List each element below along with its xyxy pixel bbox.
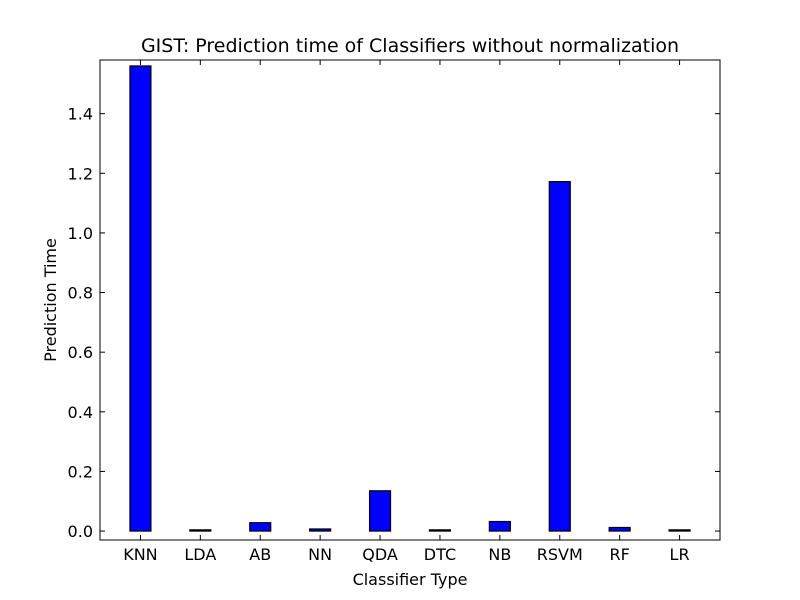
- bar-rsvm: [548, 181, 571, 532]
- y-axis-label: Prediction Time: [41, 238, 60, 362]
- bar-lr: [668, 529, 691, 532]
- x-tick-label: LDA: [184, 545, 216, 564]
- x-axis-label: Classifier Type: [353, 570, 468, 589]
- x-tick-label: NB: [488, 545, 511, 564]
- y-tick-label: 1.4: [68, 105, 93, 124]
- y-tick-label: 0.0: [68, 522, 93, 541]
- y-tick-label: 0.2: [68, 462, 93, 481]
- x-tick-label: LR: [670, 545, 690, 564]
- y-tick-label: 1.0: [68, 224, 93, 243]
- x-tick-label: DTC: [424, 545, 456, 564]
- x-tick-label: KNN: [123, 545, 157, 564]
- y-tick-label: 1.2: [68, 164, 93, 183]
- ticks-group: KNN LDA AB NN QDA DTC NB RSVM RF LR 0.0 0.2 0.4 0.6 0.…: [68, 60, 720, 564]
- bar-ab: [249, 522, 272, 532]
- bars-group: [129, 65, 691, 532]
- x-tick-label: QDA: [362, 545, 398, 564]
- bar-nb: [488, 520, 511, 532]
- y-tick-label: 0.8: [68, 284, 93, 303]
- y-tick-label: 0.6: [68, 343, 93, 362]
- bar-lda: [189, 529, 212, 532]
- y-tick-label: 0.4: [68, 403, 93, 422]
- plot-frame: [99, 59, 721, 541]
- bar-knn: [129, 65, 152, 532]
- x-tick-label: RF: [609, 545, 629, 564]
- bar-nn: [309, 528, 332, 532]
- bar-rf: [608, 526, 631, 532]
- x-tick-label: NN: [308, 545, 332, 564]
- bar-qda: [368, 490, 392, 532]
- x-tick-label: AB: [249, 545, 271, 564]
- x-tick-label: RSVM: [537, 545, 583, 564]
- bar-dtc: [428, 529, 452, 532]
- chart-title: GIST: Prediction time of Classifiers wit…: [141, 35, 679, 57]
